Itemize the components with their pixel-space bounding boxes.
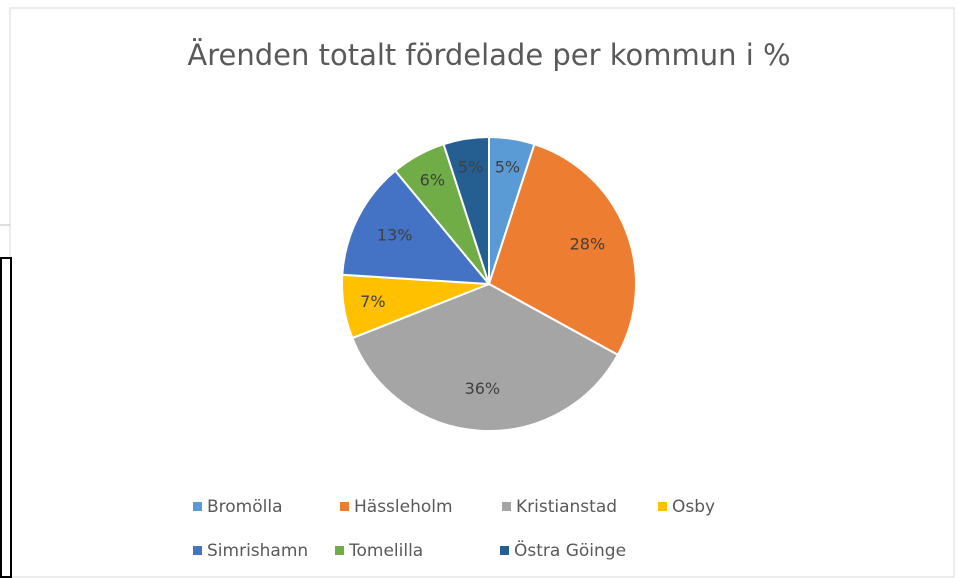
legend-label: Östra Göinge	[514, 539, 626, 561]
data-label: 7%	[360, 292, 385, 311]
pie-slice	[442, 135, 490, 285]
legend-label: Kristianstad	[516, 497, 617, 517]
legend-swatch	[340, 502, 349, 511]
legend-swatch	[658, 502, 667, 511]
legend-swatch	[335, 546, 344, 555]
legend-label: Tomelilla	[348, 541, 423, 561]
data-label: 5%	[458, 157, 483, 176]
legend-label: Bromölla	[207, 497, 283, 517]
legend-swatch	[193, 546, 202, 555]
pie-slice	[341, 169, 492, 286]
data-label: 36%	[465, 379, 501, 398]
data-label: 6%	[420, 170, 445, 189]
data-label: 13%	[377, 225, 413, 244]
legend-label: Simrishamn	[207, 541, 308, 561]
pie-slice	[487, 142, 637, 357]
legend-swatch	[500, 546, 509, 555]
data-label: 28%	[570, 235, 606, 254]
legend-label: Hässleholm	[354, 497, 453, 517]
data-label: 5%	[495, 157, 520, 176]
legend-swatch	[193, 502, 202, 511]
pie-slice	[351, 282, 620, 432]
side-strip	[0, 257, 12, 578]
legend-label: Osby	[672, 497, 715, 517]
legend-swatch	[502, 502, 511, 511]
chart-title: Ärenden totalt fördelade per kommun i %	[187, 38, 790, 72]
